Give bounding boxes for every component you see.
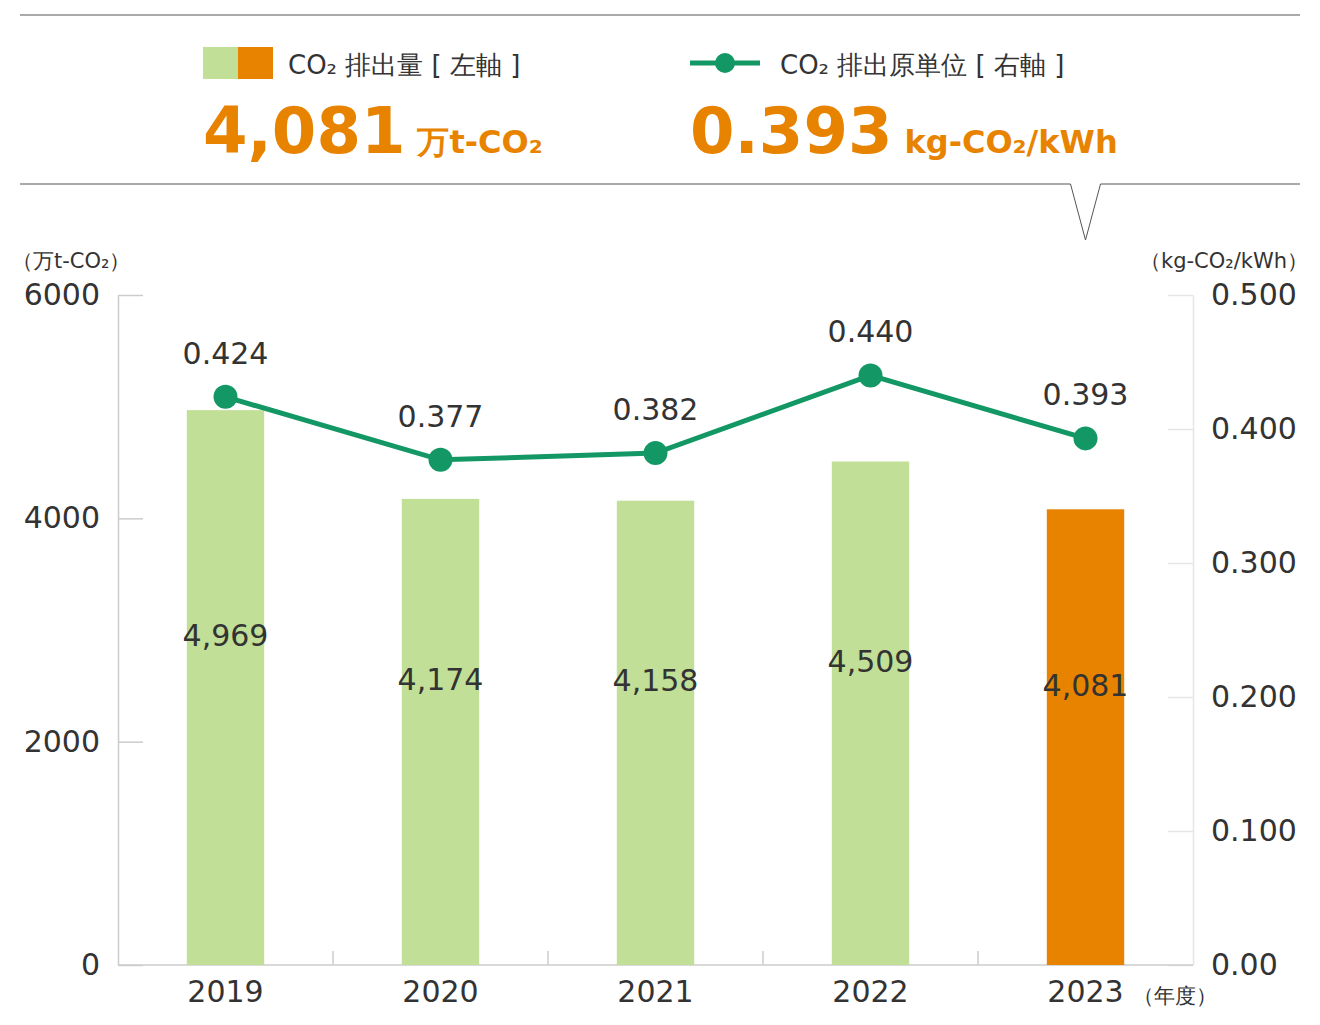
tick: 2000 [24, 724, 143, 759]
tick-label: 0.00 [1211, 947, 1278, 982]
chart-svg: CO₂ 排出量 [ 左軸 ] CO₂ 排出原単位 [ 右軸 ] 4,081 万t-CO… [0, 0, 1320, 1025]
legend-item: CO₂ 排出量 [ 左軸 ] [203, 47, 520, 80]
tick: 2019 [187, 974, 263, 1009]
tick-mark [1168, 295, 1193, 297]
legend-marker [715, 53, 735, 73]
bar [187, 410, 264, 965]
y-axis-line [118, 296, 120, 966]
tick-label: 2023 [1047, 974, 1123, 1009]
bar-label: 4,509 [828, 644, 914, 679]
tick-label: 2021 [617, 974, 693, 1009]
tick-label: 0.400 [1211, 411, 1297, 446]
tick-label: 0.300 [1211, 545, 1297, 580]
tick-mark [1168, 697, 1193, 699]
tick: 6000 [24, 277, 143, 312]
x-divider [547, 951, 549, 965]
tick-label: 0 [81, 947, 100, 982]
tick-mark [1168, 429, 1193, 431]
tick: 2022 [832, 974, 908, 1009]
tick-label: 6000 [24, 277, 100, 312]
line-label: 0.382 [613, 392, 699, 427]
legend-swatch [203, 47, 238, 79]
legend-label: CO₂ 排出原単位 [ 右軸 ] [780, 50, 1064, 80]
tick-label: 0.200 [1211, 679, 1297, 714]
plot-marks [187, 363, 1124, 965]
line-marker [214, 385, 238, 409]
line-label: 0.393 [1043, 377, 1129, 412]
y2-axis-title: （kg-CO₂/kWh） [1140, 249, 1308, 273]
tick: 0.200 [1168, 679, 1297, 714]
annotation-unit: kg-CO₂/kWh [904, 123, 1117, 161]
line-label: 0.424 [183, 336, 269, 371]
y2-axis: 0.00 0.100 0.200 0.300 0.400 0.500 [1168, 277, 1297, 982]
tick: 4000 [24, 500, 143, 535]
tick-mark [1168, 831, 1193, 833]
tick-label: 2000 [24, 724, 100, 759]
tick-mark [1168, 563, 1193, 565]
x-divider [332, 951, 334, 965]
tick-label: 0.100 [1211, 813, 1297, 848]
x-axis-title: （年度） [1133, 984, 1217, 1008]
annotation-value: 0.393 [690, 94, 892, 168]
tick: 2020 [402, 974, 478, 1009]
line-label: 0.377 [398, 399, 484, 434]
header: CO₂ 排出量 [ 左軸 ] CO₂ 排出原単位 [ 右軸 ] 4,081 万t-CO… [20, 15, 1300, 240]
tick: 0.300 [1168, 545, 1297, 580]
line-label: 0.440 [828, 314, 914, 349]
tick-mark [118, 518, 143, 520]
bar [1047, 509, 1124, 965]
x-divider [762, 951, 764, 965]
bar-label: 4,081 [1043, 668, 1129, 703]
legend-label: CO₂ 排出量 [ 左軸 ] [288, 50, 520, 80]
annotation-unit: 万t-CO₂ [416, 123, 542, 161]
bar [617, 501, 694, 965]
annotation: 0.393 kg-CO₂/kWh [690, 94, 1118, 168]
tick-label: 0.500 [1211, 277, 1297, 312]
tick-label: 2022 [832, 974, 908, 1009]
bar [832, 461, 909, 965]
bar [402, 499, 479, 965]
line-marker [429, 448, 453, 472]
bar-label: 4,158 [613, 663, 699, 698]
y2-axis-line [1193, 296, 1195, 966]
tick-label: 2020 [402, 974, 478, 1009]
header-rule [20, 15, 1300, 16]
chart-root: CO₂ 排出量 [ 左軸 ] CO₂ 排出原単位 [ 右軸 ] 4,081 万t-CO… [0, 0, 1320, 1025]
annotation-value: 4,081 [203, 94, 405, 168]
legend-swatch [238, 47, 273, 79]
tick: 0.400 [1168, 411, 1297, 446]
tick-mark [118, 295, 143, 297]
tick: 0.100 [1168, 813, 1297, 848]
line-marker [1074, 426, 1098, 450]
tick-mark [118, 741, 143, 743]
line-marker [644, 441, 668, 465]
data-labels: 4,969 4,174 4,158 4,509 4,081 0.424 0.377 0.382… [183, 314, 1129, 702]
bar-label: 4,969 [183, 618, 269, 653]
x-divider [977, 951, 979, 965]
legend-item: CO₂ 排出原単位 [ 右軸 ] [690, 50, 1064, 80]
x-axis: 2019 2020 2021 2022 2023 [118, 965, 1193, 1009]
tick: 2023 [1047, 974, 1123, 1009]
line-marker [859, 363, 883, 387]
y-axis: 0 2000 4000 6000 [24, 277, 143, 982]
tick-label: 2019 [187, 974, 263, 1009]
header-callout [20, 184, 1300, 240]
annotation: 4,081 万t-CO₂ [203, 94, 543, 168]
tick: 0.500 [1168, 277, 1297, 312]
y-axis-title: （万t-CO₂） [12, 249, 130, 273]
tick: 2021 [617, 974, 693, 1009]
bar-label: 4,174 [398, 662, 484, 697]
tick-label: 4000 [24, 500, 100, 535]
